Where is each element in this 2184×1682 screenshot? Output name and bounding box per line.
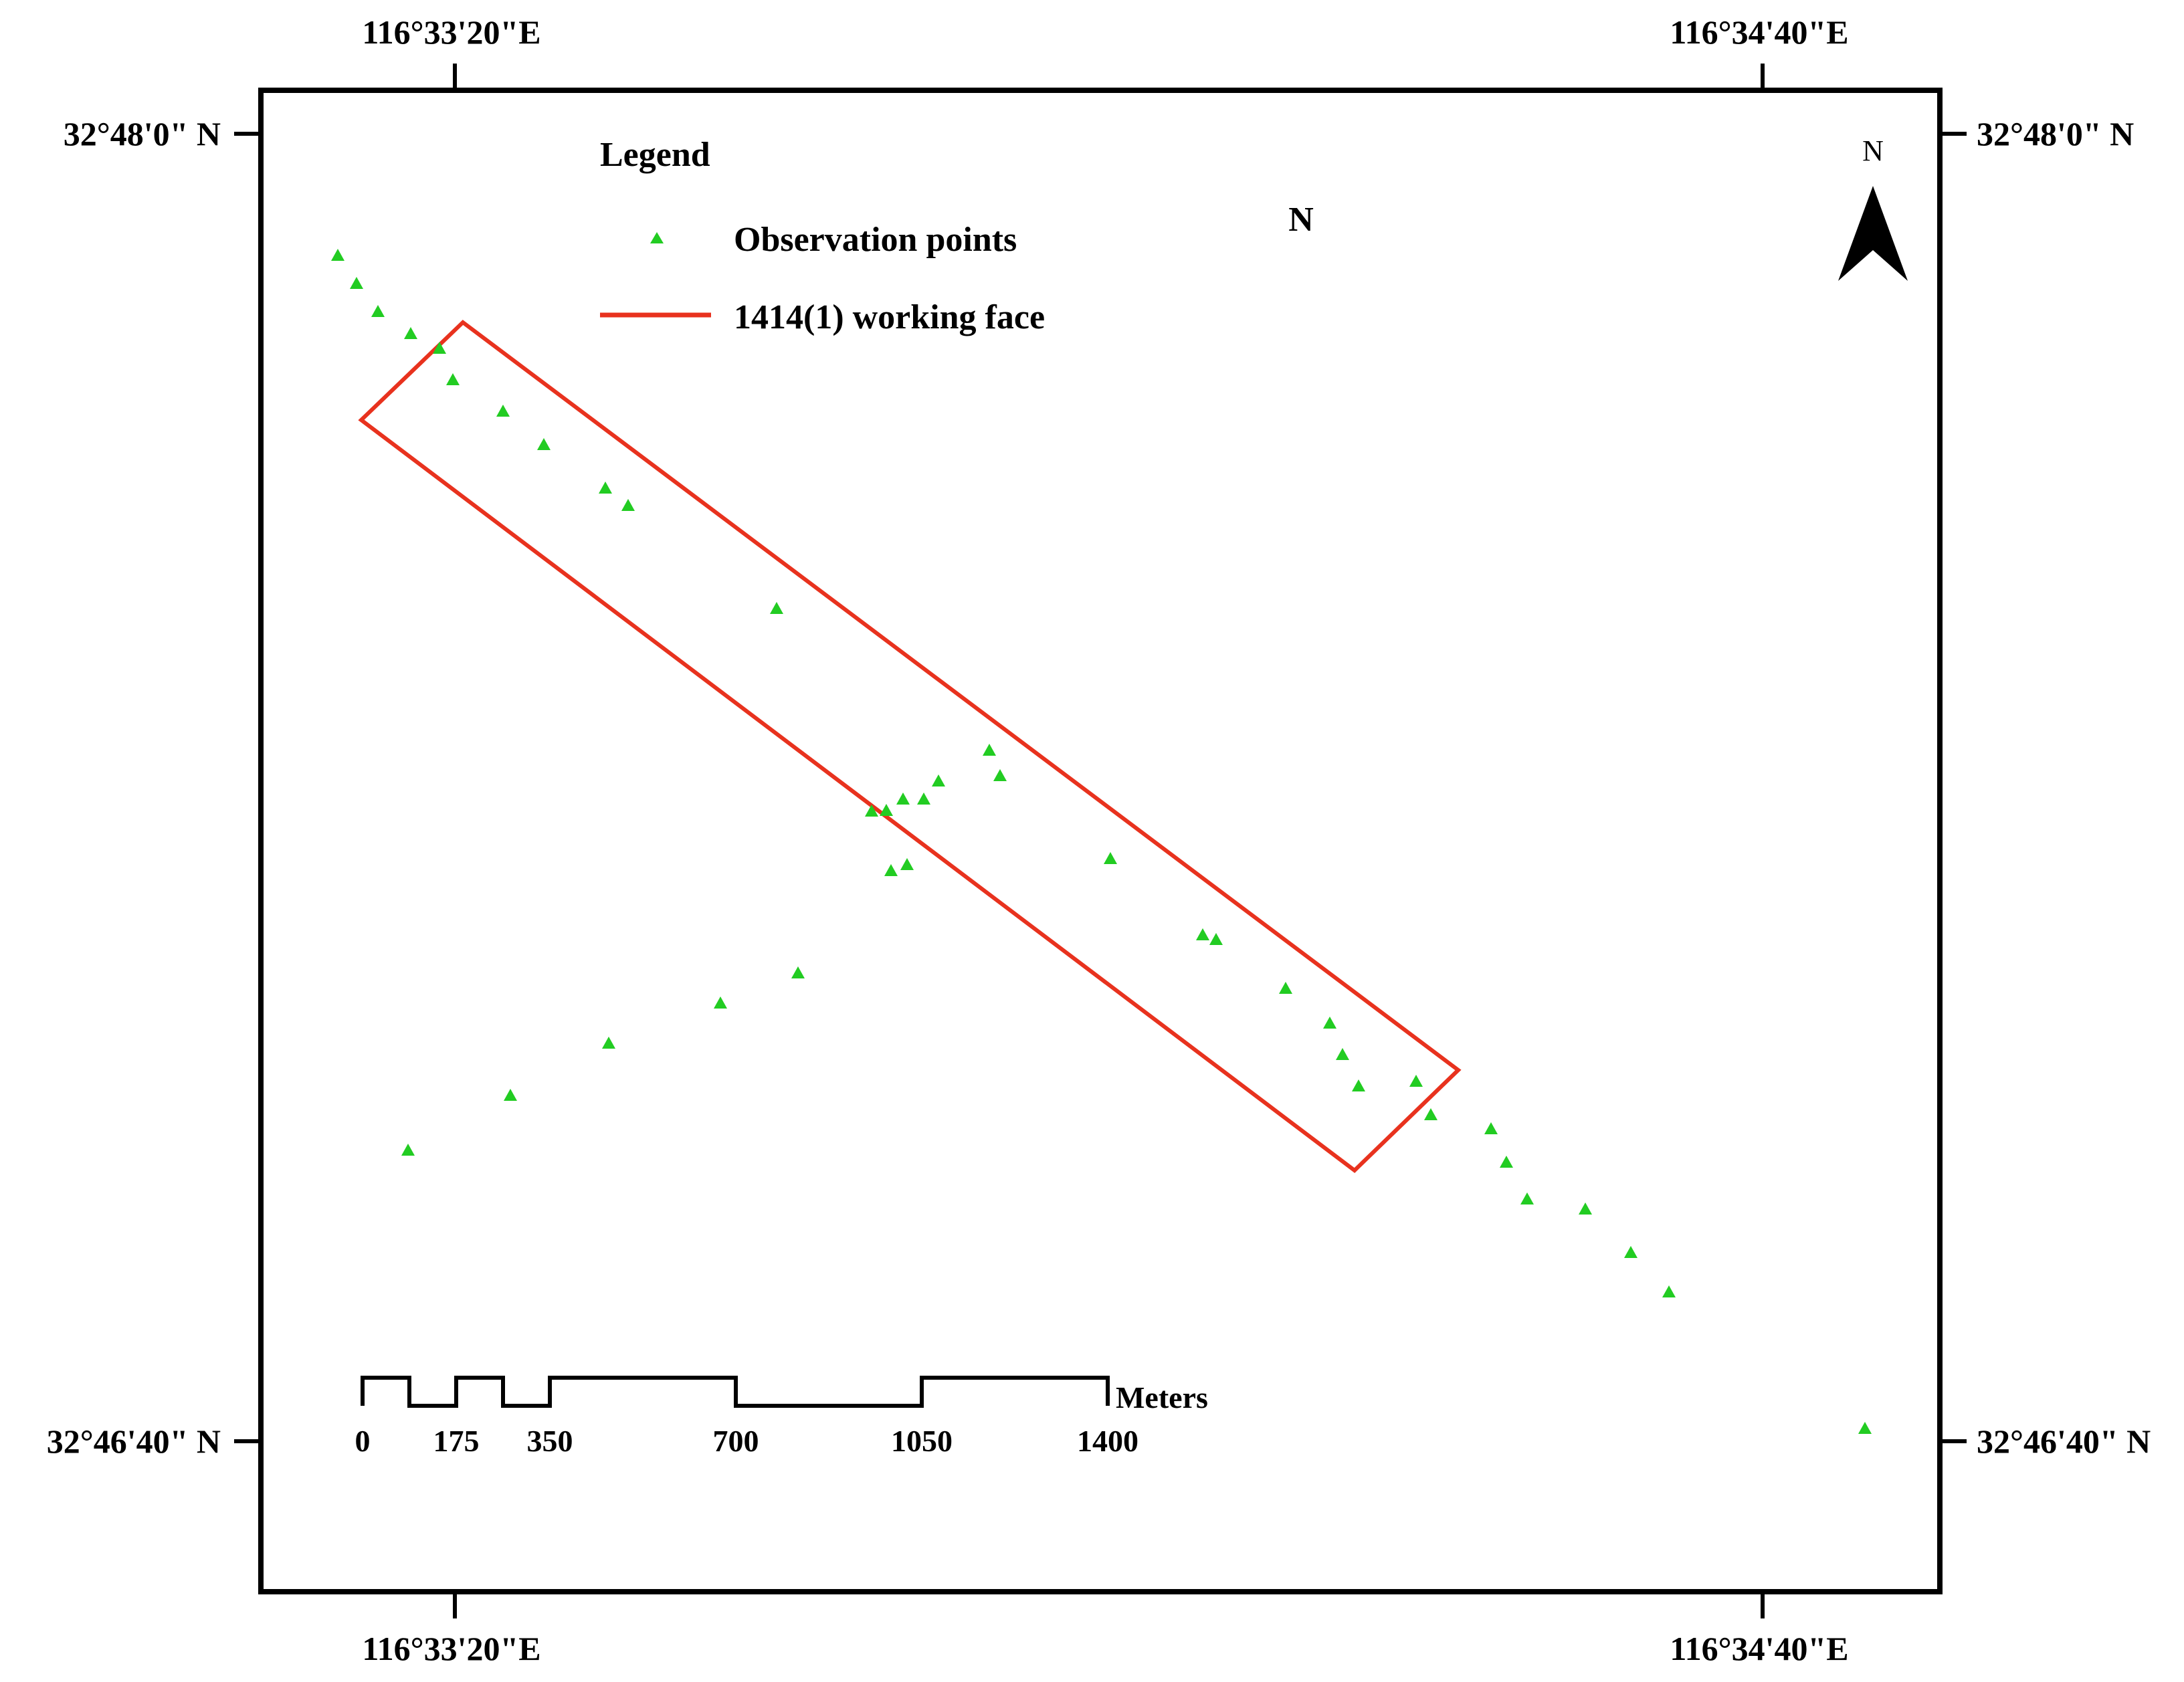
- observation-points: [331, 249, 1872, 1434]
- graticule-label-top-2: 116°34'40"E: [1670, 13, 1848, 51]
- observation-point: [1579, 1202, 1592, 1215]
- graticule-label-bottom-1: 116°33'20"E: [362, 1630, 540, 1667]
- graticule-ticks: [234, 64, 1967, 1618]
- observation-point: [1520, 1192, 1534, 1204]
- observation-point: [446, 373, 460, 385]
- graticule-label-left-2: 32°46'40" N: [47, 1423, 221, 1460]
- observation-point: [791, 966, 805, 978]
- legend-item-observation-points: Observation points: [734, 221, 1017, 259]
- observation-point: [1279, 982, 1292, 994]
- observation-point: [371, 305, 385, 317]
- observation-point: [1424, 1108, 1437, 1120]
- observation-point: [433, 342, 446, 354]
- observation-point: [1500, 1156, 1513, 1168]
- observation-point: [917, 793, 930, 805]
- scale-tick-0: 0: [355, 1424, 371, 1458]
- observation-point: [896, 793, 910, 805]
- graticule-label-right-2: 32°46'40" N: [1977, 1423, 2151, 1460]
- map-frame: [258, 88, 1943, 1594]
- scale-bar-unit: Meters: [1116, 1380, 1208, 1414]
- observation-point: [1858, 1422, 1872, 1434]
- observation-point: [1336, 1048, 1349, 1060]
- observation-point: [404, 327, 417, 339]
- observation-point: [602, 1037, 615, 1049]
- scale-bar-line: [361, 1376, 1110, 1408]
- north-label: N: [1288, 201, 1314, 239]
- observation-point: [1209, 933, 1223, 945]
- observation-point: [983, 744, 996, 756]
- observation-point: [350, 277, 363, 289]
- observation-point: [1352, 1079, 1365, 1091]
- scale-tick-1050: 1050: [891, 1424, 953, 1458]
- observation-point: [496, 405, 510, 417]
- observation-point: [880, 804, 893, 816]
- observation-point: [1196, 928, 1209, 940]
- observation-point: [537, 438, 551, 450]
- green-triangle-icon: [650, 232, 664, 243]
- scale-bar: Meters 0 175 350 700 1050 1400: [355, 1376, 1208, 1458]
- scale-tick-350: 350: [527, 1424, 573, 1458]
- observation-point: [884, 864, 898, 876]
- scale-tick-175: 175: [433, 1424, 480, 1458]
- observation-point: [599, 482, 612, 494]
- graticule-label-top-1: 116°33'20"E: [362, 13, 540, 51]
- north-arrow: N: [1838, 134, 1908, 281]
- graticule-label-right-1: 32°48'0" N: [1977, 115, 2134, 152]
- observation-point: [932, 774, 945, 786]
- observation-point: [1323, 1017, 1336, 1029]
- observation-point: [865, 805, 878, 817]
- observation-point: [1662, 1285, 1676, 1297]
- scale-tick-700: 700: [713, 1424, 759, 1458]
- observation-point: [714, 996, 727, 1009]
- legend-title: Legend: [600, 136, 710, 174]
- working-face-polygon: [358, 320, 1462, 1173]
- graticule-label-bottom-2: 116°34'40"E: [1670, 1630, 1848, 1667]
- observation-point: [1624, 1246, 1637, 1258]
- graticule-label-left-1: 32°48'0" N: [64, 115, 221, 152]
- observation-point: [900, 858, 914, 870]
- observation-point: [621, 499, 635, 511]
- observation-point: [504, 1089, 517, 1101]
- observation-point: [1104, 852, 1117, 864]
- north-arrow-label: N: [1862, 134, 1884, 167]
- observation-point: [993, 769, 1007, 781]
- observation-point: [1484, 1122, 1498, 1134]
- observation-point: [1409, 1075, 1423, 1087]
- observation-point: [770, 602, 783, 614]
- scale-tick-1400: 1400: [1077, 1424, 1138, 1458]
- legend-item-working-face: 1414(1) working face: [734, 298, 1045, 336]
- north-arrow-icon: [1838, 186, 1908, 281]
- observation-point: [401, 1144, 415, 1156]
- legend: Legend Observation points 1414(1) workin…: [600, 136, 1045, 336]
- observation-point: [331, 249, 344, 261]
